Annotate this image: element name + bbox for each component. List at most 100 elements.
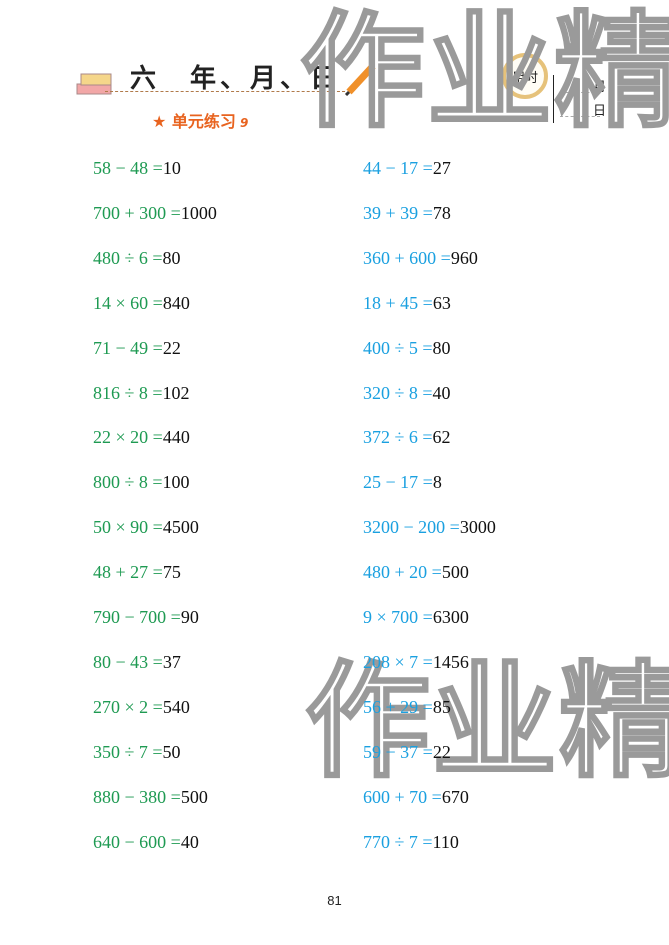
answer: 960 (450, 247, 478, 268)
answer: 6300 (432, 607, 469, 627)
page-title: 六 年、月、日 (130, 64, 341, 94)
question: 480 + 20 = (363, 562, 442, 583)
question: 700 + 300 = (93, 202, 181, 223)
equation-left: 790 − 700 =90 (93, 607, 199, 628)
question: 3200 − 200 = (363, 517, 460, 538)
equation-left: 700 + 300 =1000 (93, 203, 217, 224)
equation-right: 44 − 17 =27 (363, 158, 451, 179)
answer: 80 (162, 247, 181, 268)
question: 372 ÷ 6 = (363, 427, 433, 448)
page-header: 六 年、月、日 ★ 单元练习 9 用时 月 日 (0, 0, 669, 140)
answer: 90 (180, 607, 199, 627)
equation-left: 50 × 90 =4500 (93, 517, 199, 538)
question: 800 ÷ 8 = (93, 472, 163, 493)
pencil-icon (344, 63, 376, 96)
answer: 500 (180, 786, 208, 807)
equation-left: 71 − 49 =22 (93, 338, 181, 359)
divider (560, 92, 600, 93)
answer: 670 (441, 786, 469, 807)
answer: 75 (162, 562, 181, 583)
equation-right: 9 × 700 =6300 (363, 607, 469, 628)
answer: 37 (162, 651, 181, 672)
divider (560, 116, 600, 117)
question: 18 + 45 = (363, 292, 433, 313)
equation-right: 360 + 600 =960 (363, 248, 478, 269)
answer: 63 (432, 292, 451, 313)
equation-left: 880 − 380 =500 (93, 787, 208, 808)
question: 56 + 29 = (363, 696, 433, 717)
equation-right: 3200 − 200 =3000 (363, 517, 496, 538)
answer: 85 (432, 696, 451, 717)
answer: 540 (162, 696, 190, 717)
equation-left: 14 × 60 =840 (93, 293, 190, 314)
answer: 110 (432, 831, 459, 852)
question: 400 ÷ 5 = (363, 337, 433, 358)
question: 25 − 17 = (363, 472, 433, 493)
answer: 500 (441, 562, 469, 583)
answer: 440 (162, 427, 190, 448)
question: 270 × 2 = (93, 696, 163, 717)
equation-right: 56 + 29 =85 (363, 697, 451, 718)
star-icon: ★ (152, 112, 167, 131)
equation-left: 640 − 600 =40 (93, 832, 199, 853)
month-label: 月 (593, 80, 607, 95)
answer: 4500 (162, 517, 199, 538)
day-label: 日 (593, 104, 607, 119)
equation-right: 18 + 45 =63 (363, 293, 451, 314)
watermark-bottom: 作业精 (305, 649, 669, 790)
question: 480 ÷ 6 = (93, 247, 163, 268)
answer: 50 (162, 741, 181, 762)
answer: 62 (432, 427, 451, 448)
question: 59 − 37 = (363, 741, 433, 762)
equation-left: 270 × 2 =540 (93, 697, 190, 718)
answer: 22 (432, 741, 451, 762)
answer: 10 (162, 158, 181, 178)
equation-left: 816 ÷ 8 =102 (93, 383, 190, 404)
answer: 1000 (180, 202, 217, 223)
question: 600 + 70 = (363, 786, 442, 807)
clock-icon: 用时 (502, 53, 548, 99)
question: 640 − 600 = (93, 831, 181, 852)
question: 50 × 90 = (93, 517, 163, 538)
question: 320 ÷ 8 = (363, 382, 433, 403)
question: 22 × 20 = (93, 427, 163, 448)
question: 360 + 600 = (363, 247, 451, 268)
question: 770 ÷ 7 = (363, 831, 433, 852)
answer: 22 (162, 337, 181, 358)
divider (553, 75, 554, 123)
equation-right: 770 ÷ 7 =110 (363, 832, 459, 853)
answer: 8 (432, 472, 442, 493)
equation-right: 480 + 20 =500 (363, 562, 469, 583)
equation-left: 22 × 20 =440 (93, 427, 190, 448)
answer: 40 (432, 382, 451, 403)
answer: 40 (180, 831, 199, 852)
divider (105, 91, 345, 92)
equation-left: 58 − 48 =10 (93, 158, 181, 179)
equation-left: 350 ÷ 7 =50 (93, 742, 181, 763)
equation-right: 372 ÷ 6 =62 (363, 427, 451, 448)
question: 790 − 700 = (93, 607, 181, 627)
question: 48 + 27 = (93, 562, 163, 583)
section-label: ★ 单元练习 9 (152, 112, 249, 131)
equation-right: 600 + 70 =670 (363, 787, 469, 808)
answer: 80 (432, 337, 451, 358)
answer: 3000 (459, 517, 496, 538)
question: 880 − 380 = (93, 786, 181, 807)
equation-right: 400 ÷ 5 =80 (363, 338, 451, 359)
question: 80 − 43 = (93, 651, 163, 672)
books-icon (76, 73, 112, 95)
question: 71 − 49 = (93, 337, 163, 358)
question: 44 − 17 = (363, 158, 433, 178)
equation-right: 320 ÷ 8 =40 (363, 383, 451, 404)
equation-right: 39 + 39 =78 (363, 203, 451, 224)
question: 39 + 39 = (363, 202, 433, 223)
equation-left: 48 + 27 =75 (93, 562, 181, 583)
equation-right: 25 − 17 =8 (363, 472, 442, 493)
equation-left: 80 − 43 =37 (93, 652, 181, 673)
equation-left: 800 ÷ 8 =100 (93, 472, 190, 493)
question: 14 × 60 = (93, 292, 163, 313)
answer: 1456 (432, 651, 469, 672)
answer: 102 (162, 382, 190, 403)
question: 58 − 48 = (93, 158, 163, 178)
page-number: 81 (327, 893, 342, 908)
